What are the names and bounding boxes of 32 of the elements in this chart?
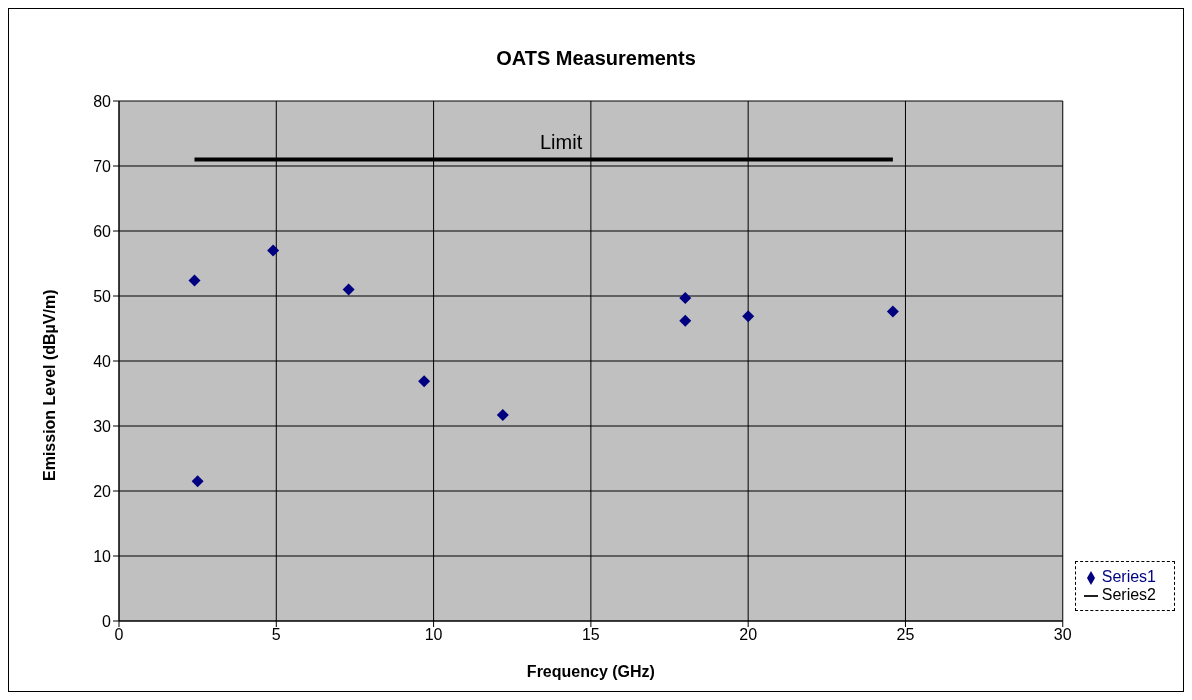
- y-tick-label: 20: [93, 482, 112, 500]
- y-tick-label: 70: [93, 157, 112, 175]
- point: [191, 475, 204, 488]
- y-tick-label: 0: [102, 612, 112, 630]
- point: [679, 314, 692, 327]
- point: [267, 244, 280, 257]
- point: [342, 283, 355, 296]
- y-tick-label: 30: [93, 417, 112, 435]
- point: [886, 305, 899, 318]
- y-axis-title: Emission Level (dBµV/m): [40, 289, 58, 481]
- x-tick-label: 20: [739, 626, 758, 644]
- y-tick-label: 60: [93, 222, 112, 240]
- annotation: Limit: [536, 131, 587, 154]
- point: [679, 291, 692, 304]
- x-tick-label: 25: [896, 626, 915, 644]
- y-tick-label: 50: [93, 287, 112, 305]
- x-tick-label: 15: [581, 626, 600, 644]
- point: [496, 408, 509, 421]
- y-tick-label: 80: [93, 92, 112, 110]
- chart-title: OATS Measurements: [495, 46, 697, 71]
- x-tick-label: 10: [424, 626, 443, 644]
- x-tick-label: 0: [114, 626, 124, 644]
- y-tick-label: 10: [93, 547, 112, 565]
- legend-label: Series1: [1101, 568, 1156, 585]
- x-tick-label: 30: [1053, 626, 1072, 644]
- x-axis-title: Frequency (GHz): [526, 663, 655, 680]
- legend-label: Series2: [1101, 586, 1156, 603]
- x-tick-label: 5: [271, 626, 281, 644]
- point: [188, 274, 201, 287]
- point: [742, 310, 755, 323]
- point: [418, 375, 431, 388]
- y-tick-label: 40: [93, 352, 112, 370]
